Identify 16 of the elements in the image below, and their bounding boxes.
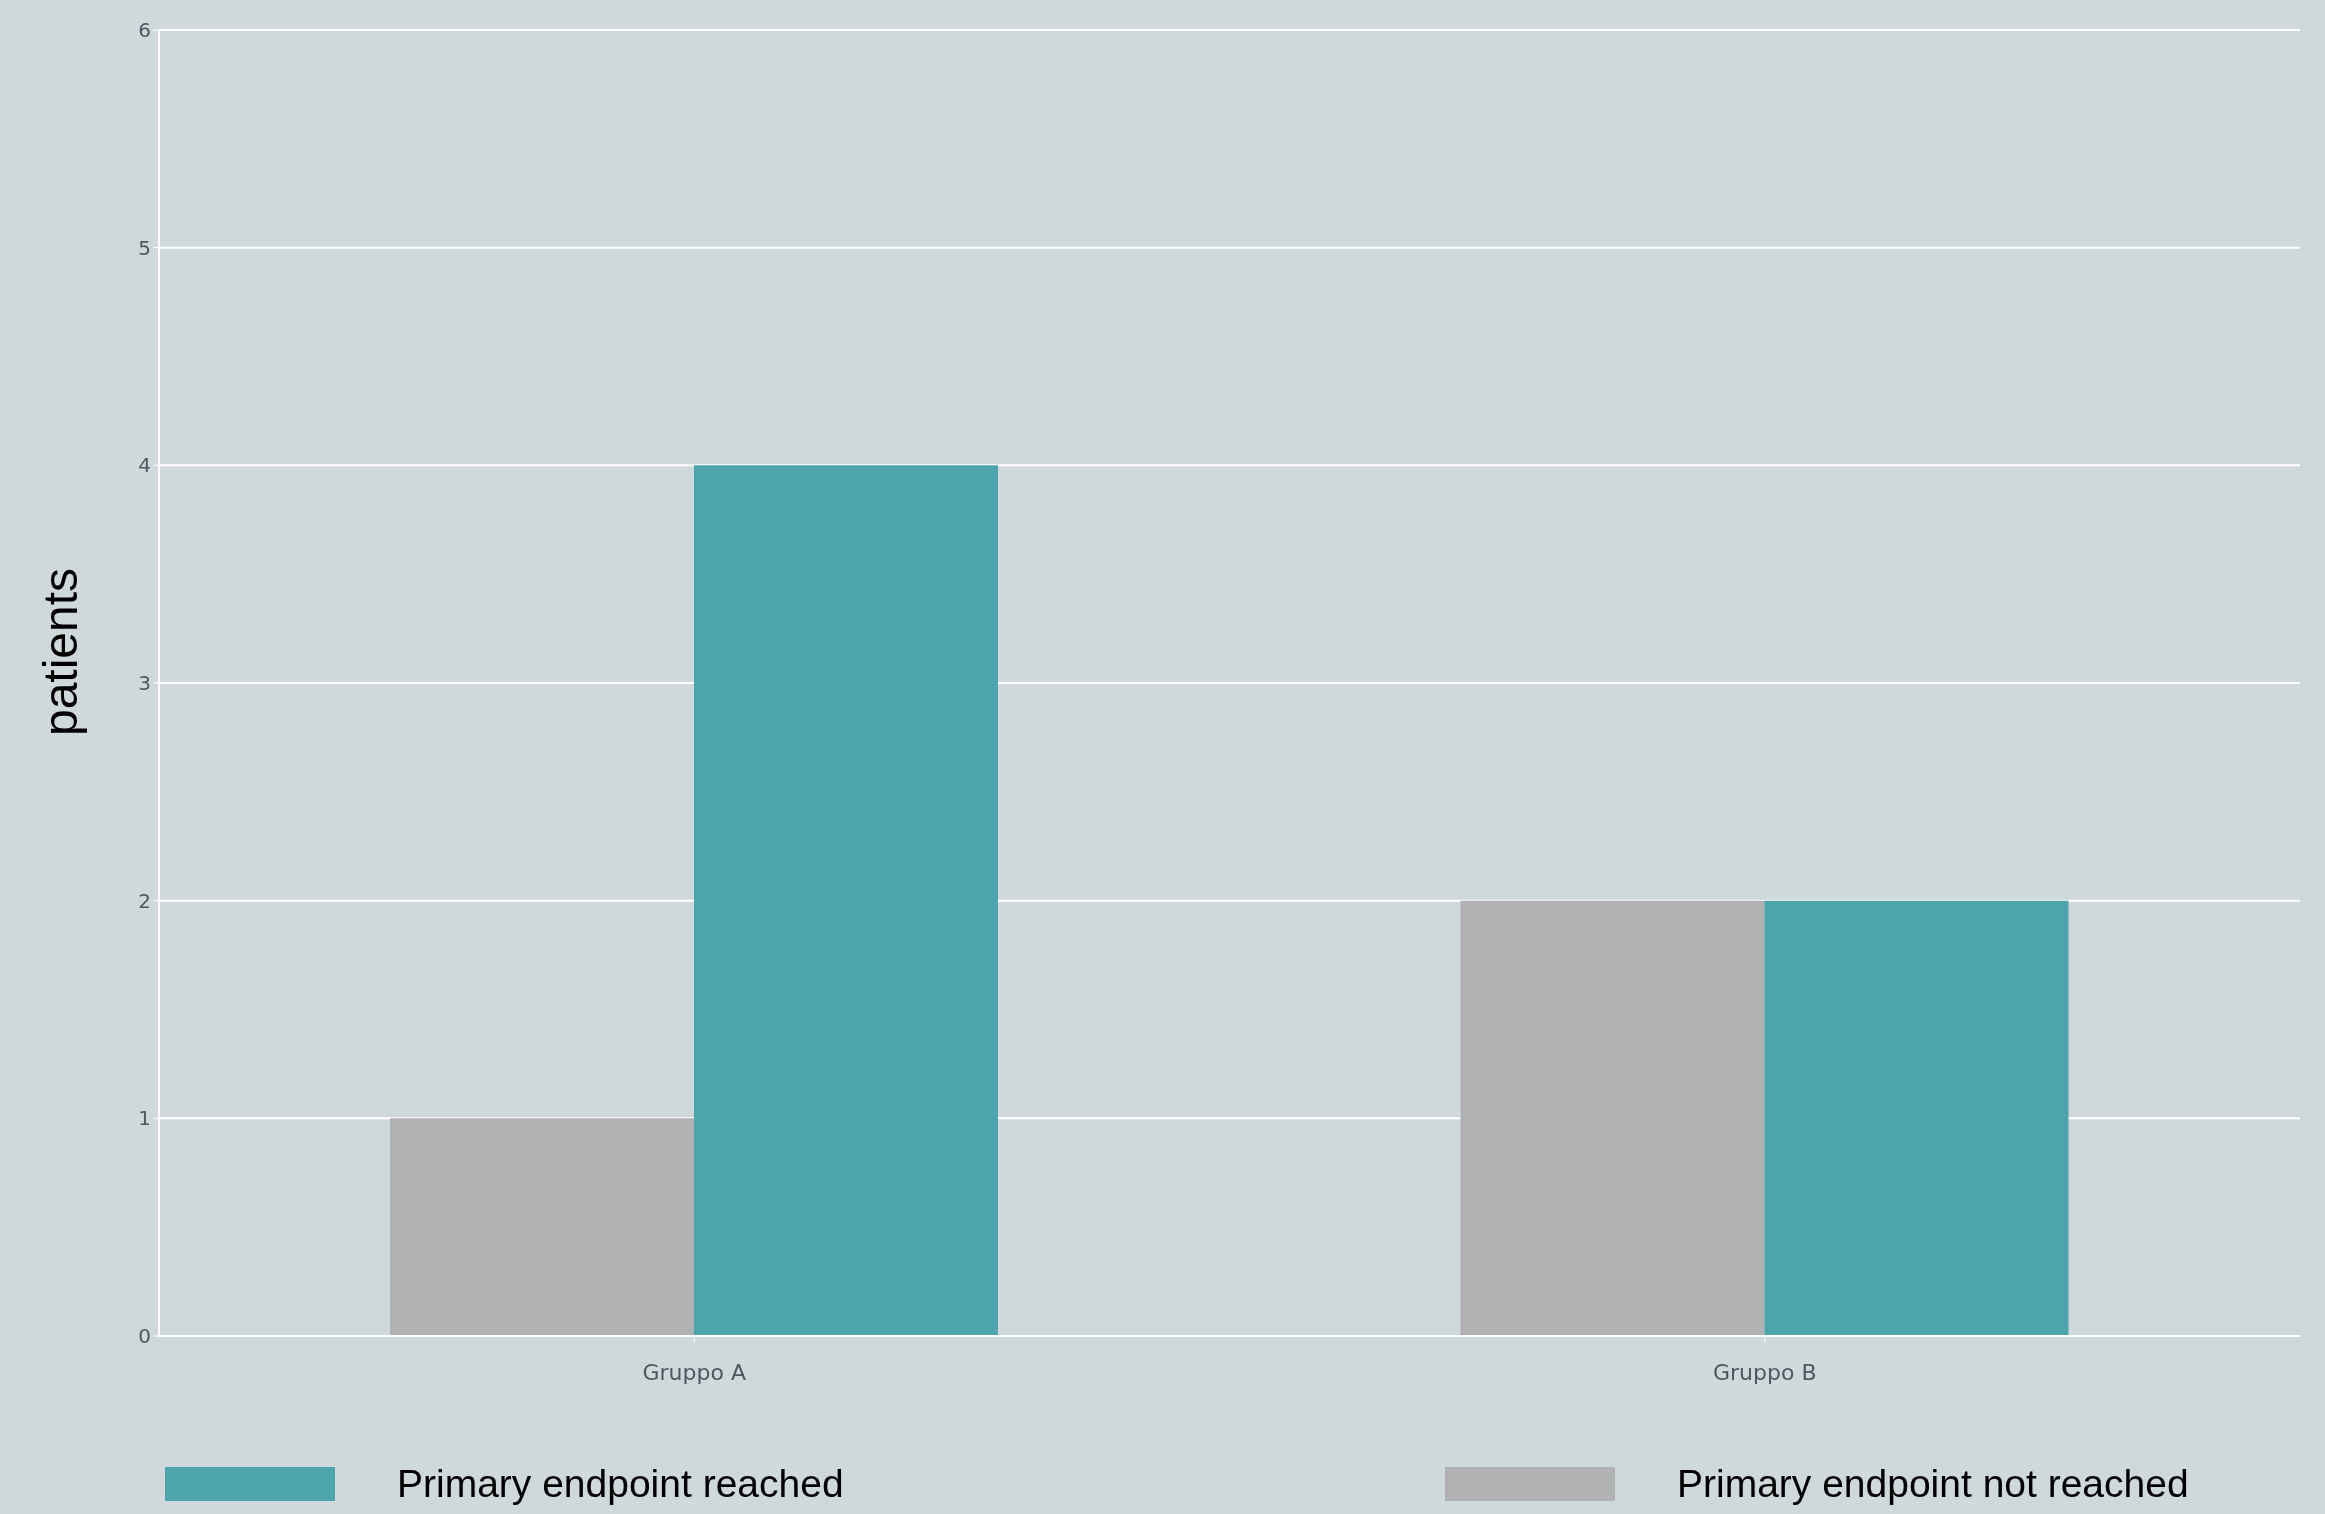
y-tick-label: 4 bbox=[138, 453, 151, 478]
y-tick-label: 2 bbox=[138, 888, 151, 913]
legend-label: Primary endpoint reached bbox=[397, 1462, 844, 1506]
bar bbox=[694, 465, 998, 1336]
bar bbox=[1460, 900, 1765, 1336]
x-tick-label: Gruppo A bbox=[642, 1359, 746, 1385]
y-tick-label: 3 bbox=[138, 671, 151, 696]
y-tick-label: 6 bbox=[138, 18, 151, 43]
y-axis-title: patients bbox=[32, 567, 88, 737]
bar bbox=[1764, 900, 2069, 1336]
y-tick-label: 1 bbox=[138, 1106, 151, 1131]
y-tick-label: 0 bbox=[138, 1324, 151, 1349]
bar bbox=[390, 1118, 694, 1336]
y-tick-label: 5 bbox=[138, 235, 151, 260]
x-tick-label: Gruppo B bbox=[1712, 1359, 1817, 1385]
legend-label: Primary endpoint not reached bbox=[1677, 1462, 2189, 1506]
